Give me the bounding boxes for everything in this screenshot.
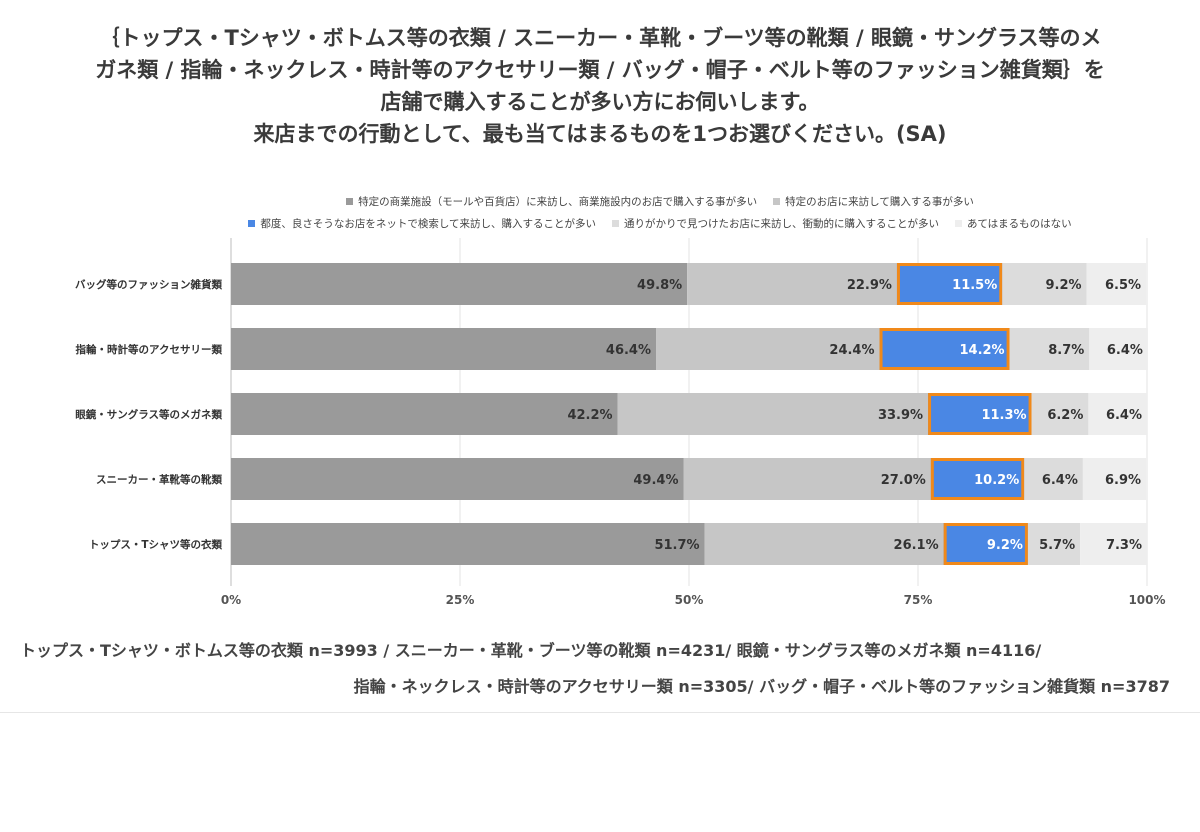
sample-size-line-1: トップス・Tシャツ・ボトムス等の衣類 n=3993 / スニーカー・革靴・ブーツ… <box>20 641 1042 660</box>
chart-legend: 特定の商業施設（モールや百貨店）に来訪し、商業施設内のお店で購入する事が多い 特… <box>180 190 1140 234</box>
sample-size-note: トップス・Tシャツ・ボトムス等の衣類 n=3993 / スニーカー・革靴・ブーツ… <box>20 633 1180 705</box>
legend-item-5: あてはまるものはない <box>955 216 1072 231</box>
legend-row-2: 都度、良さそうなお店をネットで検索して来訪し、購入することが多い 通りがかりで見… <box>180 212 1140 234</box>
bar-segment <box>704 523 944 565</box>
bar-segment <box>943 523 1028 565</box>
data-label: 6.2% <box>1047 408 1083 423</box>
data-label: 5.7% <box>1039 538 1075 553</box>
question-line-2: ガネ類 / 指輪・ネックレス・時計等のアクセサリー類 / バッグ・帽子・ベルト等… <box>95 58 1105 82</box>
bar-segment <box>1088 393 1147 435</box>
legend-swatch-1 <box>346 197 354 205</box>
data-label: 8.7% <box>1048 343 1084 358</box>
bar-segment <box>1082 458 1147 500</box>
legend-item-2: 特定のお店に来訪して購入する事が多い <box>773 194 974 209</box>
legend-swatch-2 <box>773 197 781 205</box>
legend-item-4: 通りがかりで見つけたお店に来訪し、衝動的に購入することが多い <box>612 216 939 231</box>
bar-segment <box>1089 328 1148 370</box>
category-label: バッグ等のファッション雑貨類 <box>75 278 222 291</box>
data-label: 33.9% <box>878 408 923 423</box>
legend-label-3: 都度、良さそうなお店をネットで検索して来訪し、購入することが多い <box>260 217 597 230</box>
x-tick-label: 75% <box>904 593 933 607</box>
bar-segment <box>683 458 931 500</box>
x-tick-label: 25% <box>446 593 475 607</box>
data-label: 14.2% <box>959 343 1004 358</box>
x-tick-label: 100% <box>1128 593 1165 607</box>
data-label: 7.3% <box>1106 538 1142 553</box>
data-label: 11.5% <box>952 278 997 293</box>
data-label: 24.4% <box>829 343 874 358</box>
highlight-box <box>928 393 1032 435</box>
bar-segment <box>656 328 880 370</box>
bar-segment <box>687 263 897 305</box>
category-label: トップス・Tシャツ等の衣類 <box>89 538 223 551</box>
data-label: 6.4% <box>1106 408 1142 423</box>
category-label: 指輪・時計等のアクセサリー類 <box>76 343 223 356</box>
data-label: 27.0% <box>881 473 926 488</box>
data-label: 22.9% <box>847 278 892 293</box>
x-tick-label: 0% <box>221 593 241 607</box>
bar-segment <box>1086 263 1147 305</box>
data-label: 42.2% <box>567 408 612 423</box>
legend-label-1: 特定の商業施設（モールや百貨店）に来訪し、商業施設内のお店で購入する事が多い <box>358 195 758 208</box>
bar-segment <box>231 328 657 370</box>
data-label: 51.7% <box>654 538 699 553</box>
data-label: 6.9% <box>1105 473 1141 488</box>
legend-swatch-4 <box>612 219 620 227</box>
legend-row-1: 特定の商業施設（モールや百貨店）に来訪し、商業施設内のお店で購入する事が多い 特… <box>180 190 1140 212</box>
bar-segment <box>1031 393 1089 435</box>
bar-segment <box>1002 263 1087 305</box>
chart-card: ｛トップス・Tシャツ・ボトムス等の衣類 / スニーカー・革靴・ブーツ等の靴類 /… <box>0 22 1200 713</box>
stacked-bar-chart: 0% 25% 50% 75% 100% バッグ等のファッション雑貨類 49.8% 22.9% 1… <box>75 238 1166 607</box>
legend-swatch-3 <box>248 219 256 227</box>
bar-segment <box>231 393 618 435</box>
data-label: 49.4% <box>633 473 678 488</box>
legend-label-5: あてはまるものはない <box>967 217 1072 230</box>
data-label: 6.4% <box>1107 343 1143 358</box>
bar-segment <box>231 523 705 565</box>
sample-size-line-2: 指輪・ネックレス・時計等のアクセサリー類 n=3305/ バッグ・帽子・ベルト等… <box>353 677 1170 696</box>
bar-segment <box>1080 523 1147 565</box>
bar-segment <box>928 393 1032 435</box>
data-label: 6.5% <box>1105 278 1141 293</box>
x-tick-label: 50% <box>675 593 704 607</box>
data-label: 6.4% <box>1042 473 1078 488</box>
bar-segment <box>1024 458 1083 500</box>
legend-item-3: 都度、良さそうなお店をネットで検索して来訪し、購入することが多い <box>248 216 596 231</box>
question-text: ｛トップス・Tシャツ・ボトムス等の衣類 / スニーカー・革靴・ブーツ等の靴類 /… <box>14 22 1186 150</box>
bar-segment <box>1027 523 1081 565</box>
data-label: 46.4% <box>606 343 651 358</box>
highlight-box <box>879 328 1010 370</box>
highlight-box <box>943 523 1028 565</box>
question-line-3: 店舗で購入することが多い方にお伺いします。 <box>380 90 820 114</box>
legend-label-4: 通りがかりで見つけたお店に来訪し、衝動的に購入することが多い <box>624 217 940 230</box>
data-label: 11.3% <box>981 408 1026 423</box>
highlight-box <box>930 458 1025 500</box>
legend-item-1: 特定の商業施設（モールや百貨店）に来訪し、商業施設内のお店で購入する事が多い <box>346 194 757 209</box>
bar-segment <box>231 458 684 500</box>
data-label: 49.8% <box>637 278 682 293</box>
bar-segment <box>896 263 1003 305</box>
highlight-box <box>896 263 1003 305</box>
question-line-1: ｛トップス・Tシャツ・ボトムス等の衣類 / スニーカー・革靴・ブーツ等の靴類 /… <box>98 26 1102 50</box>
category-label: スニーカー・革靴等の靴類 <box>96 473 222 486</box>
legend-swatch-5 <box>955 219 963 227</box>
bar-segment <box>930 458 1025 500</box>
bar-segment <box>1009 328 1090 370</box>
data-label: 10.2% <box>974 473 1019 488</box>
data-label: 9.2% <box>987 538 1023 553</box>
bar-segment <box>617 393 929 435</box>
legend-label-2: 特定のお店に来訪して購入する事が多い <box>785 195 974 208</box>
data-label: 26.1% <box>894 538 939 553</box>
category-label: 眼鏡・サングラス等のメガネ類 <box>75 408 222 421</box>
bar-segment <box>879 328 1010 370</box>
bar-segment <box>231 263 688 305</box>
data-label: 9.2% <box>1045 278 1081 293</box>
question-line-4: 来店までの行動として、最も当てはまるものを1つお選びください。(SA) <box>253 122 947 146</box>
